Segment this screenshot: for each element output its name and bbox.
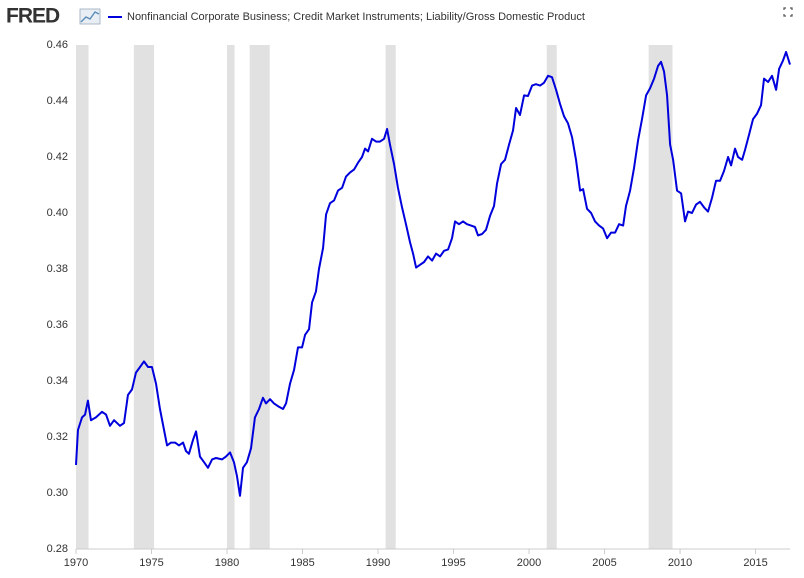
y-tick-label: 0.40: [47, 207, 68, 219]
x-tick-label: 1970: [64, 557, 88, 569]
logo: FRED: [6, 5, 60, 28]
y-tick-label: 0.30: [47, 487, 68, 499]
y-tick-label: 0.42: [47, 151, 68, 163]
recession-band: [249, 45, 270, 549]
x-tick-label: 1985: [290, 557, 314, 569]
y-tick-label: 0.36: [47, 319, 68, 331]
line-series: [75, 51, 791, 497]
x-tick-label: 1990: [366, 557, 390, 569]
logo-icon: [79, 8, 101, 25]
recession-band: [133, 45, 155, 549]
x-tick-label: 1980: [215, 557, 239, 569]
recession-band: [76, 45, 89, 549]
x-tick-label: 2000: [517, 557, 541, 569]
y-tick-label: 0.38: [47, 263, 68, 275]
y-tick-label: 0.46: [47, 39, 68, 51]
recession-band: [227, 45, 235, 549]
x-tick-label: 1995: [441, 557, 465, 569]
y-tick-label: 0.44: [47, 95, 68, 107]
x-tick-label: 2005: [592, 557, 616, 569]
legend-label: Nonfinancial Corporate Business; Credit …: [127, 11, 585, 23]
y-tick-label: 0.28: [47, 543, 68, 555]
x-tick-label: 1975: [139, 557, 163, 569]
expand-icon[interactable]: [783, 7, 793, 17]
x-tick-label: 2015: [743, 557, 767, 569]
recession-band: [385, 45, 396, 549]
x-tick-label: 2010: [668, 557, 692, 569]
recession-band: [546, 45, 557, 549]
y-tick-label: 0.34: [47, 375, 68, 387]
y-tick-label: 0.32: [47, 431, 68, 443]
plot-area: 0.28 0.30 0.32 0.34 0.36 0.38 0.40 0.42 0.44 0.46…: [47, 39, 791, 569]
recession-band: [648, 45, 673, 549]
